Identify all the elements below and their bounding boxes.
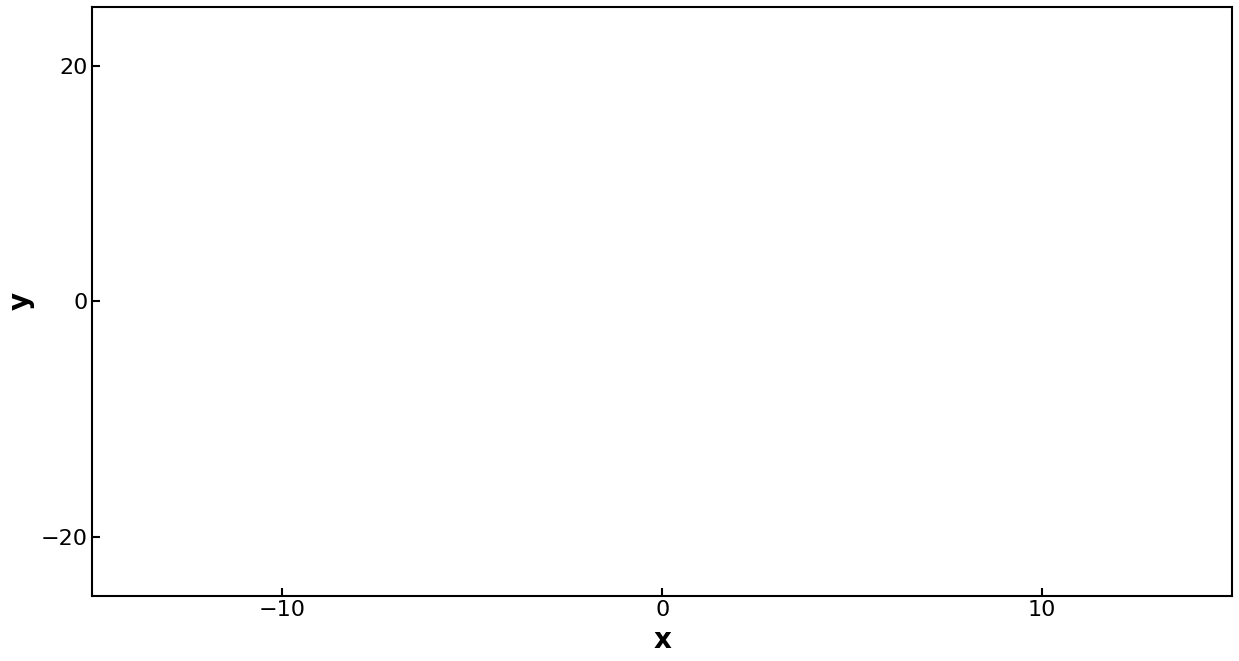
Y-axis label: y: y [7, 292, 35, 311]
X-axis label: x: x [653, 626, 672, 654]
